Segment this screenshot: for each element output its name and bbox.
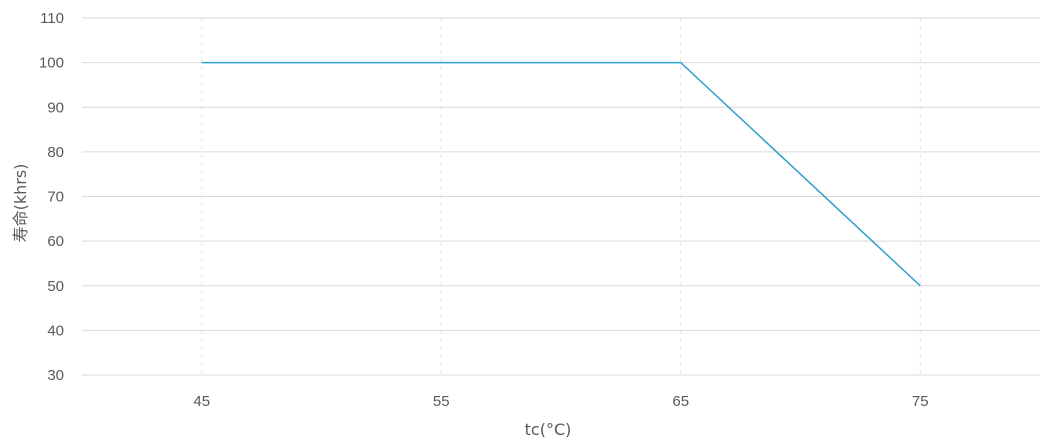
x-tick-label: 45 — [193, 393, 210, 410]
y-tick-label: 90 — [47, 99, 64, 116]
y-tick-label: 110 — [40, 10, 64, 27]
y-tick-label: 70 — [47, 189, 64, 206]
y-tick-label: 30 — [47, 367, 64, 384]
x-tick-label: 75 — [912, 393, 929, 410]
y-tick-label: 40 — [47, 322, 64, 339]
x-axis-ticks: 45 55 65 75 — [193, 393, 928, 410]
x-tick-label: 65 — [672, 393, 689, 410]
series-line-0 — [201, 61, 921, 287]
x-tick-label: 55 — [433, 393, 450, 410]
x-axis-label: tc(°C) — [525, 420, 572, 439]
y-axis-ticks: 30 40 50 60 70 80 90 100 110 — [39, 10, 64, 384]
y-tick-label: 50 — [47, 278, 64, 295]
grid — [82, 17, 1040, 376]
y-tick-label: 60 — [47, 233, 64, 250]
y-axis-label: 寿命(khrs) — [11, 164, 30, 243]
y-tick-label: 80 — [47, 144, 64, 161]
series-layer — [201, 61, 921, 287]
y-tick-label: 100 — [39, 55, 64, 72]
